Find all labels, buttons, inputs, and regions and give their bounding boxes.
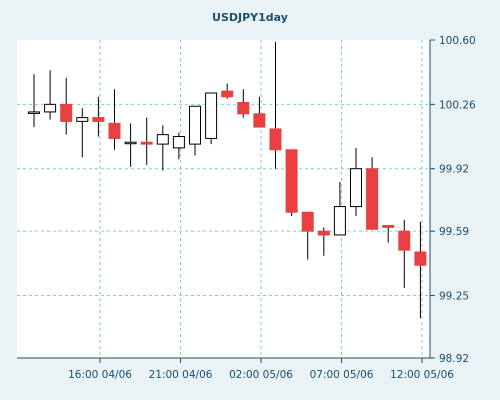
candle-body-up (172, 136, 185, 149)
y-tick-label: 100.60 (439, 35, 476, 47)
candle-body-down (253, 113, 266, 128)
candle (285, 149, 298, 217)
candle (172, 132, 185, 160)
candle (237, 89, 250, 118)
candles (28, 41, 427, 319)
candle-body-down (140, 141, 153, 145)
candle-body-up (189, 105, 201, 145)
candle-body-down (414, 251, 427, 266)
candle (301, 211, 314, 260)
candle-body-down (317, 230, 330, 236)
candle (205, 92, 218, 145)
candle (333, 181, 346, 236)
x-tick-label: 12:00 05/06 (390, 369, 454, 381)
candle-body-down (382, 225, 395, 228)
y-tick-label: 99.25 (439, 291, 469, 303)
y-tick-label: 100.26 (439, 99, 476, 111)
candle (44, 70, 57, 120)
candle-body-up (156, 134, 169, 145)
x-tick-label: 02:00 05/06 (229, 369, 293, 381)
candle (366, 157, 379, 230)
candle-body-down (398, 230, 411, 251)
candle (398, 219, 411, 288)
candle-body-down (108, 122, 121, 139)
candle (350, 147, 362, 217)
y-tick-label: 99.59 (439, 226, 469, 238)
candle-body-down (237, 101, 250, 115)
grid-lines (17, 39, 435, 363)
candle (317, 227, 330, 256)
candle (92, 96, 105, 137)
candle (28, 74, 40, 128)
candle-body-down (60, 103, 73, 122)
candle (124, 123, 137, 167)
candle-body-down (366, 168, 379, 230)
candle-body-up (205, 92, 218, 139)
candle-body-down (285, 149, 298, 213)
candle (253, 96, 266, 128)
candle (140, 117, 153, 165)
candle (60, 77, 73, 135)
candle (221, 83, 234, 99)
axes (17, 40, 431, 359)
candle-body-up (333, 206, 346, 236)
candle-body-up (76, 117, 89, 122)
candle (156, 125, 169, 171)
candle-body-up (44, 103, 57, 113)
candle (269, 41, 282, 169)
x-tick-label: 07:00 05/06 (310, 369, 374, 381)
candle (414, 221, 427, 319)
candle-body-up (124, 141, 137, 145)
candle (189, 105, 201, 156)
candle-body-down (301, 211, 314, 232)
candle-body-down (221, 90, 234, 98)
candle-body-up (28, 111, 40, 114)
x-tick-label: 21:00 04/06 (149, 369, 213, 381)
candle-body-down (269, 128, 282, 151)
tick-labels: 100.60 100.26 99.92 99.59 99.25 98.92 16:00 04… (68, 35, 476, 381)
candle (76, 108, 89, 158)
candle-body-down (92, 117, 105, 122)
candle (108, 89, 121, 150)
candle-body-up (350, 168, 362, 208)
x-tick-label: 16:00 04/06 (68, 369, 132, 381)
chart-title: USDJPY1day (212, 11, 288, 24)
candle (382, 225, 395, 243)
y-tick-label: 98.92 (439, 353, 469, 365)
y-tick-label: 99.92 (439, 164, 469, 176)
